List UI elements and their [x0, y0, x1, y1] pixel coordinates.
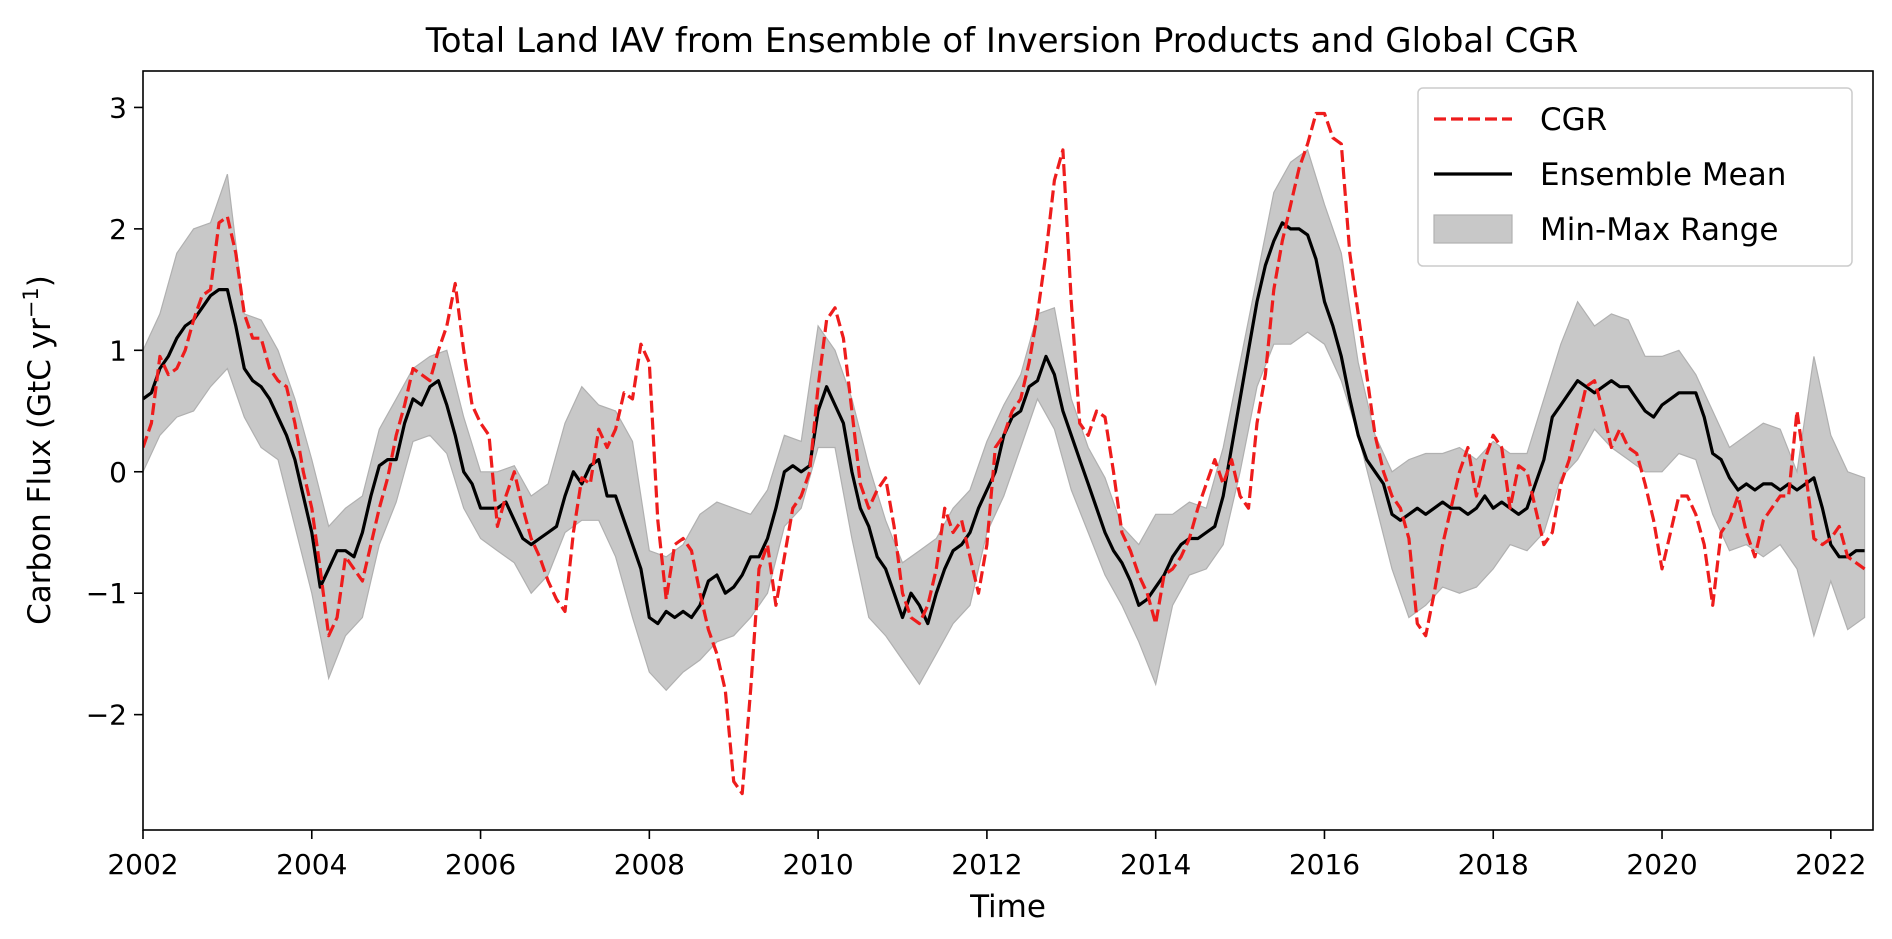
- x-tick-label: 2016: [1289, 848, 1360, 881]
- x-tick-label: 2020: [1626, 848, 1697, 881]
- y-axis-label-main: Carbon Flux (GtC yr: [22, 318, 58, 625]
- y-tick-label: −2: [86, 699, 127, 732]
- y-tick-label: 1: [109, 334, 127, 367]
- x-tick-label: 2002: [107, 848, 178, 881]
- series-cgr-line: [143, 111, 1866, 796]
- x-tick-label: 2018: [1458, 848, 1529, 881]
- y-tick-label: 0: [109, 456, 127, 489]
- y-axis: −2 −1 0 1 2 3: [86, 91, 143, 732]
- x-axis-label: Time: [969, 889, 1046, 925]
- series-min-max-range-band: [143, 148, 1866, 692]
- legend-label-cgr: CGR: [1540, 102, 1607, 138]
- y-axis-label-exponent: −1: [19, 287, 43, 318]
- y-tick-label: 2: [109, 213, 127, 246]
- x-axis: 2002 2004 2006 2008 2010 2012 2014 2016 2018 2020…: [107, 830, 1866, 881]
- x-tick-label: 2010: [782, 848, 853, 881]
- x-tick-label: 2014: [1120, 848, 1191, 881]
- legend-swatch-range: [1433, 214, 1513, 244]
- legend-frame: [1417, 87, 1853, 267]
- plot-frame: [142, 70, 1874, 831]
- legend: CGR Ensemble Mean Min-Max Range: [1417, 87, 1853, 267]
- x-tick-label: 2008: [614, 848, 685, 881]
- y-axis-label: Carbon Flux (GtC yr−1): [19, 275, 58, 625]
- plot-area: [143, 111, 1866, 796]
- y-axis-label-suffix: ): [22, 275, 58, 287]
- x-tick-label: 2022: [1795, 848, 1866, 881]
- y-tick-label: −1: [86, 577, 127, 610]
- y-tick-label: 3: [109, 91, 127, 124]
- x-tick-label: 2012: [951, 848, 1022, 881]
- legend-label-mean: Ensemble Mean: [1540, 157, 1786, 193]
- chart-title: Total Land IAV from Ensemble of Inversio…: [425, 21, 1578, 61]
- legend-label-range: Min-Max Range: [1540, 212, 1778, 248]
- series-ensemble-mean-line: [143, 221, 1865, 626]
- x-tick-label: 2006: [445, 848, 516, 881]
- x-tick-label: 2004: [276, 848, 347, 881]
